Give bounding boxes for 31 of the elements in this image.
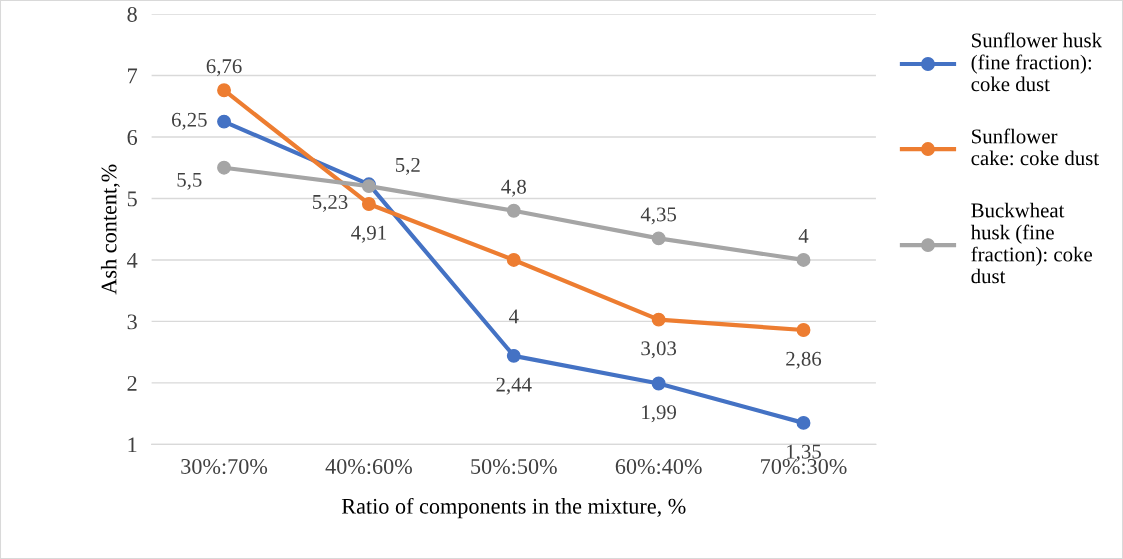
y-tick-label: 7 [128, 68, 138, 84]
y-axis-title: Ash content,% [100, 164, 120, 295]
data-label: 6,76 [206, 59, 242, 77]
data-label: 1,99 [642, 405, 677, 423]
x-tick-label: 40%:60% [325, 458, 412, 475]
x-tick-label: 50%:50% [471, 458, 557, 475]
data-label: 5,5 [177, 172, 202, 190]
data-label: 4,91 [351, 225, 386, 243]
y-tick-label: 5 [127, 191, 137, 207]
data-label: 2,86 [786, 351, 822, 369]
data-label: 4,35 [640, 207, 677, 225]
y-tick-label: 2 [127, 375, 137, 391]
y-tick-label: 8 [127, 6, 137, 22]
y-tick-label: 4 [127, 253, 138, 268]
legend-label: Sunflower cake: coke dust [971, 128, 1099, 166]
x-axis-title: Ratio of components in the mixture, % [341, 497, 686, 519]
data-label: 5,23 [313, 194, 348, 212]
x-tick-label: 60%:40% [615, 458, 702, 475]
data-label: 4 [798, 229, 809, 243]
y-tick-label: 6 [127, 129, 138, 145]
legend-label: Sunflower husk (fine fraction): coke dust [971, 32, 1103, 92]
y-tick-label: 1 [128, 437, 137, 453]
data-label: 5,2 [395, 157, 420, 175]
legend-label: Buckwheat husk (fine fraction): coke dust [970, 202, 1092, 284]
data-label: 6,25 [171, 112, 207, 130]
data-label: 4 [508, 309, 519, 324]
y-tick-label: 3 [127, 314, 137, 330]
data-label: 3,03 [641, 341, 677, 359]
data-label: 4,8 [501, 179, 526, 197]
data-label: 2,44 [496, 377, 532, 395]
x-tick-label: 30%:70% [181, 458, 268, 475]
